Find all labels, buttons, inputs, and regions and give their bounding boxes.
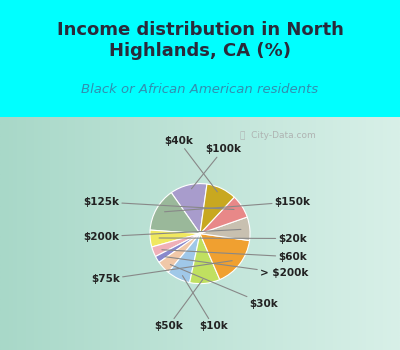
Text: $60k: $60k (162, 250, 307, 262)
Wedge shape (200, 197, 247, 234)
Wedge shape (150, 193, 200, 234)
Wedge shape (200, 184, 234, 234)
Text: $100k: $100k (192, 145, 241, 189)
Text: ⓘ  City-Data.com: ⓘ City-Data.com (240, 131, 316, 140)
Wedge shape (152, 234, 200, 257)
Text: $200k: $200k (83, 229, 241, 242)
Text: $75k: $75k (91, 261, 232, 285)
Text: $125k: $125k (83, 197, 234, 210)
Text: $50k: $50k (154, 280, 203, 331)
Text: > $200k: > $200k (165, 257, 308, 278)
Wedge shape (150, 230, 200, 247)
Wedge shape (190, 234, 220, 284)
Text: Income distribution in North
Highlands, CA (%): Income distribution in North Highlands, … (56, 21, 344, 60)
Text: $150k: $150k (164, 197, 311, 212)
Text: $20k: $20k (159, 233, 307, 244)
Text: $10k: $10k (182, 275, 228, 331)
Wedge shape (171, 184, 207, 234)
Wedge shape (159, 234, 200, 272)
Wedge shape (156, 234, 200, 262)
Text: Black or African American residents: Black or African American residents (82, 83, 318, 96)
Text: $40k: $40k (164, 136, 217, 192)
Wedge shape (200, 234, 250, 280)
Text: $30k: $30k (170, 265, 278, 309)
Wedge shape (200, 217, 250, 240)
Wedge shape (168, 234, 200, 282)
